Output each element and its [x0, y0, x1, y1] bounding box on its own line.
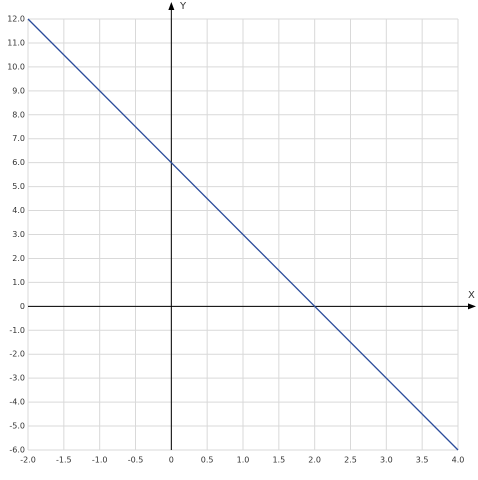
y-tick-label: 0 [20, 302, 25, 311]
x-tick-label: 2.5 [344, 456, 357, 465]
y-tick-label: -3.0 [9, 374, 25, 383]
x-tick-label: 2.0 [308, 456, 321, 465]
y-tick-label: -5.0 [9, 422, 25, 431]
x-tick-label: 0 [169, 456, 174, 465]
x-tick-label: 3.5 [416, 456, 429, 465]
x-axis-title: X [468, 290, 475, 301]
x-tick-label: -0.5 [128, 456, 144, 465]
y-tick-label: 7.0 [12, 134, 25, 143]
y-tick-label: 9.0 [12, 86, 25, 95]
y-tick-label: -1.0 [9, 326, 25, 335]
y-tick-label: 12.0 [7, 15, 25, 24]
y-tick-label: -2.0 [9, 350, 25, 359]
y-tick-label: 1.0 [12, 278, 25, 287]
y-tick-label: 10.0 [7, 62, 25, 71]
y-tick-label: 6.0 [12, 158, 25, 167]
x-tick-label: -1.0 [92, 456, 108, 465]
x-tick-label: -2.0 [20, 456, 36, 465]
y-tick-label: 5.0 [12, 182, 25, 191]
x-tick-label: 0.5 [201, 456, 214, 465]
y-tick-label: 3.0 [12, 230, 25, 239]
y-tick-label: 4.0 [12, 206, 25, 215]
x-tick-label: 1.5 [272, 456, 285, 465]
y-tick-label: 11.0 [7, 38, 25, 47]
y-axis-arrow [168, 2, 175, 10]
line [27, 18, 459, 451]
y-tick-label: -6.0 [9, 446, 25, 455]
x-axis-arrow [468, 303, 476, 310]
y-axis-title: Y [179, 1, 187, 12]
x-tick-label: 1.0 [237, 456, 250, 465]
y-tick-label: 8.0 [12, 110, 25, 119]
y-tick-label: -4.0 [9, 398, 25, 407]
x-tick-label: 3.0 [380, 456, 393, 465]
x-tick-label: -1.5 [56, 456, 72, 465]
x-tick-label: 4.0 [452, 456, 465, 465]
y-tick-label: 2.0 [12, 254, 25, 263]
